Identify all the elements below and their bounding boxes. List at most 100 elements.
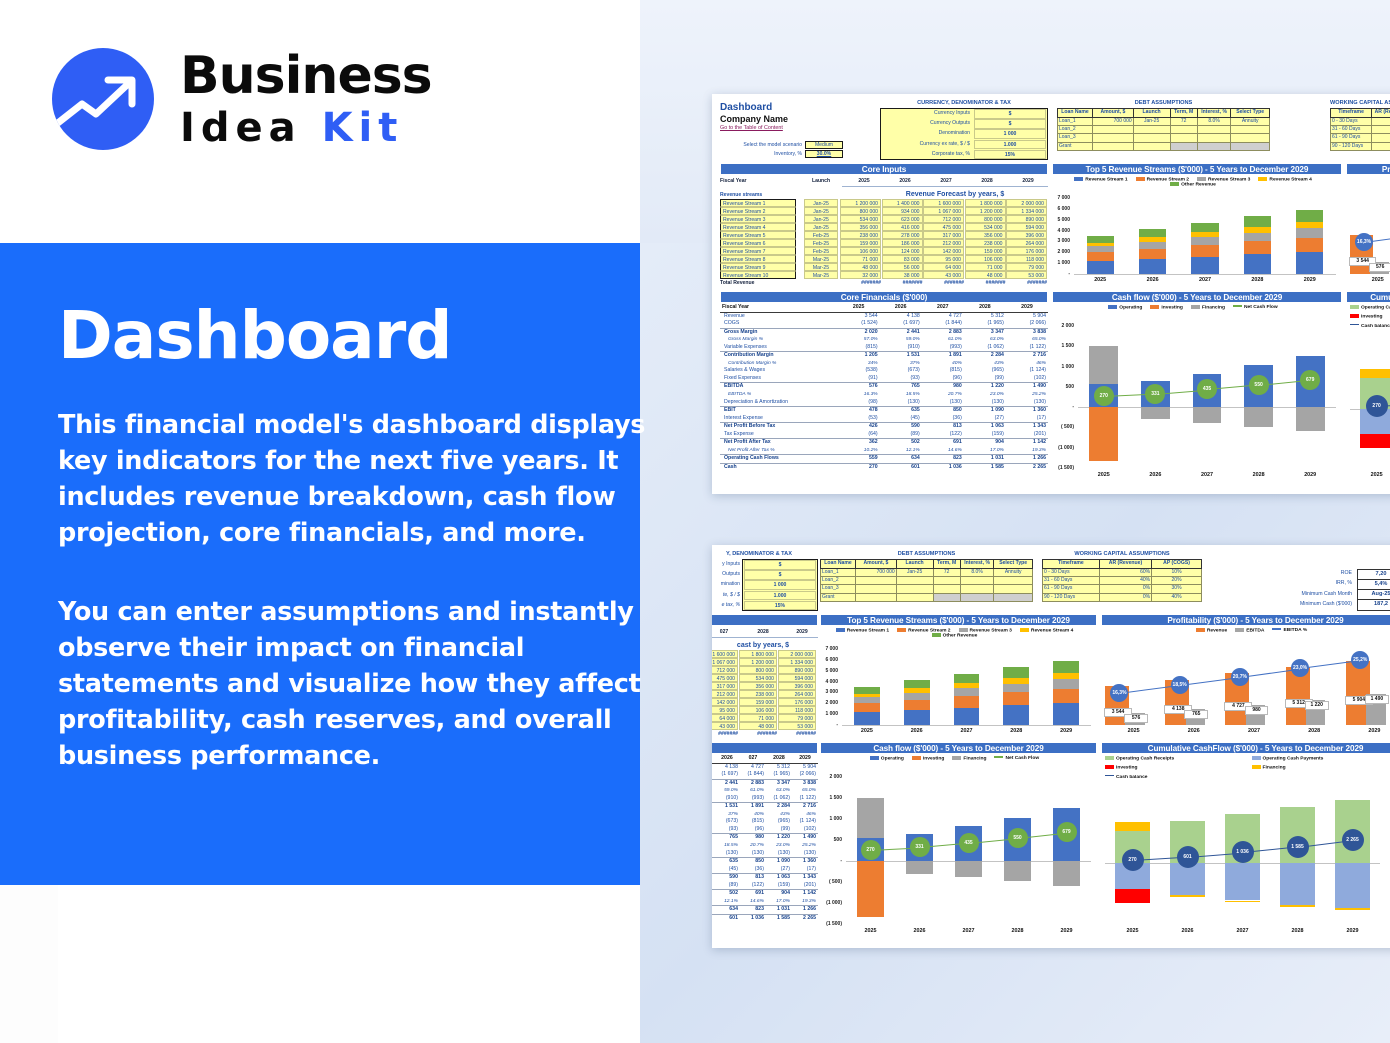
revenue-value[interactable]: 264 000 [778, 690, 816, 698]
revenue-value[interactable]: 118 000 [1006, 255, 1047, 263]
table-cell[interactable] [1092, 141, 1134, 152]
scenario-select[interactable]: Medium [805, 141, 843, 149]
table-cell[interactable]: 8.0% [1196, 116, 1232, 126]
bar-segment[interactable] [1225, 900, 1260, 903]
bar-segment[interactable] [1225, 862, 1260, 901]
revenue-stream-name[interactable]: Revenue Stream 5 [720, 231, 796, 239]
revenue-value[interactable]: 396 000 [778, 682, 816, 690]
bar-segment[interactable] [953, 688, 980, 697]
table-cell[interactable]: 60% [1098, 567, 1153, 577]
bar-segment[interactable] [1003, 861, 1032, 882]
table-cell[interactable] [855, 592, 897, 603]
table-cell[interactable] [932, 584, 961, 594]
revenue-value[interactable]: 1 334 000 [778, 658, 816, 666]
currency-value[interactable]: $ [974, 119, 1046, 129]
bar-segment[interactable] [903, 688, 930, 693]
table-cell[interactable] [895, 592, 934, 603]
table-cell[interactable]: Annuity [1230, 116, 1270, 126]
revenue-bar[interactable] [1345, 660, 1370, 725]
revenue-value[interactable]: 594 000 [778, 674, 816, 682]
table-cell[interactable] [855, 575, 897, 586]
revenue-value[interactable]: 1 600 000 [923, 199, 964, 207]
bar-segment[interactable] [954, 861, 983, 878]
table-cell[interactable]: 700 000 [1092, 116, 1134, 126]
revenue-value[interactable]: 416 000 [881, 223, 923, 231]
bar-segment[interactable] [1335, 908, 1370, 911]
table-cell[interactable] [993, 592, 1033, 603]
revenue-stream-name[interactable]: Revenue Stream 3 [720, 215, 796, 223]
table-cell[interactable]: Loan_1 [819, 567, 857, 577]
bar-segment[interactable] [1138, 229, 1167, 238]
table-cell[interactable]: 40% [1151, 592, 1202, 603]
table-cell[interactable]: 40% [1098, 575, 1153, 586]
bar-segment[interactable] [853, 703, 880, 712]
revenue-value[interactable]: 356 000 [964, 231, 1006, 239]
table-cell[interactable] [1196, 133, 1232, 143]
revenue-value[interactable]: 43 000 [923, 271, 964, 279]
revenue-value[interactable]: 534 000 [964, 223, 1006, 231]
revenue-value[interactable]: 1 600 000 [712, 650, 738, 658]
bar-segment[interactable] [1053, 672, 1080, 680]
bar-segment[interactable] [856, 798, 885, 838]
table-cell[interactable] [1132, 124, 1171, 135]
bar-segment[interactable] [1244, 407, 1274, 427]
bar-segment[interactable] [1243, 216, 1271, 227]
revenue-value[interactable]: 71 000 [840, 255, 881, 263]
revenue-value[interactable]: 106 000 [739, 706, 777, 714]
cumulative-cashflow-chart-bottom[interactable]: Operating Cash Receipts Operating Cash Pa… [1101, 755, 1390, 940]
revenue-value[interactable]: 1 334 000 [1006, 207, 1047, 215]
revenue-stream-name[interactable]: Revenue Stream 1 [720, 199, 796, 207]
revenue-value[interactable]: 212 000 [712, 690, 738, 698]
currency-value[interactable]: $ [974, 109, 1046, 119]
bar-segment[interactable] [1140, 407, 1170, 420]
table-cell[interactable]: 31 - 60 Days [1329, 124, 1373, 135]
bar-segment[interactable] [1138, 248, 1167, 259]
revenue-value[interactable]: 475 000 [712, 674, 738, 682]
bar-segment[interactable] [1115, 889, 1150, 903]
bar-segment[interactable] [1360, 434, 1390, 448]
table-cell[interactable] [1092, 124, 1134, 135]
bar-segment[interactable] [1280, 862, 1315, 905]
bar-segment[interactable] [953, 673, 980, 684]
bar-segment[interactable] [1295, 407, 1325, 431]
revenue-value[interactable]: 142 000 [712, 698, 738, 706]
table-row[interactable]: Loan_1 700 000 Jan-25 72 8.0% Annuity [1056, 116, 1270, 126]
revenue-value[interactable]: 38 000 [881, 271, 923, 279]
revenue-value[interactable]: 1 200 000 [964, 207, 1006, 215]
core-financials-table-top[interactable]: Fiscal Year 2025 2026 2027 2028 2029 Revenue 3 … [720, 304, 1048, 472]
table-cell[interactable]: Jan-25 [1132, 116, 1171, 126]
bar-segment[interactable] [903, 680, 930, 689]
revenue-stream-name[interactable]: Revenue Stream 6 [720, 239, 796, 247]
revenue-value[interactable]: 2 000 000 [778, 650, 816, 658]
revenue-launch[interactable]: Feb-25 [804, 239, 838, 247]
revenue-value[interactable]: 48 000 [964, 271, 1006, 279]
bar-segment[interactable] [1003, 692, 1030, 706]
revenue-value[interactable]: 106 000 [964, 255, 1006, 263]
table-cell[interactable] [1196, 141, 1232, 152]
revenue-value[interactable]: 142 000 [923, 247, 964, 255]
cashflow-chart-top[interactable]: Operating Investing Financing Net Cash Flow… [1052, 304, 1342, 484]
revenue-value[interactable]: 1 800 000 [964, 199, 1006, 207]
bar-segment[interactable] [1296, 237, 1324, 253]
revenue-value[interactable]: 890 000 [1006, 215, 1047, 223]
revenue-value[interactable]: 79 000 [778, 714, 816, 722]
revenue-value[interactable]: 56 000 [881, 263, 923, 271]
profitability-chart-bottom[interactable]: Revenue EBITDA EBITDA % 3 544 576 2025 4 138 76… [1101, 627, 1390, 739]
bar-segment[interactable] [1052, 861, 1081, 886]
bar-segment[interactable] [1089, 346, 1119, 385]
bar-segment[interactable] [1191, 222, 1219, 233]
table-cell[interactable]: 72 [1169, 116, 1198, 126]
cashflow-chart-bottom[interactable]: Operating Investing Financing Net Cash Flow… [820, 755, 1097, 940]
dashboard-screenshot-bottom[interactable]: Y, DENOMINATOR & TAX y Inputs $ Outputs $ mi… [712, 545, 1390, 948]
table-cell[interactable]: Loan_2 [819, 575, 857, 586]
revenue-launch[interactable]: Jan-25 [804, 207, 838, 215]
revenue-value[interactable]: 118 000 [778, 706, 816, 714]
revenue-stream-name[interactable]: Revenue Stream 10 [720, 271, 796, 279]
bar-segment[interactable] [1296, 228, 1324, 238]
bar-segment[interactable] [1053, 688, 1080, 704]
revenue-value[interactable]: 176 000 [1006, 247, 1047, 255]
bar-segment[interactable] [1296, 221, 1324, 229]
revenue-value[interactable]: 159 000 [840, 239, 881, 247]
